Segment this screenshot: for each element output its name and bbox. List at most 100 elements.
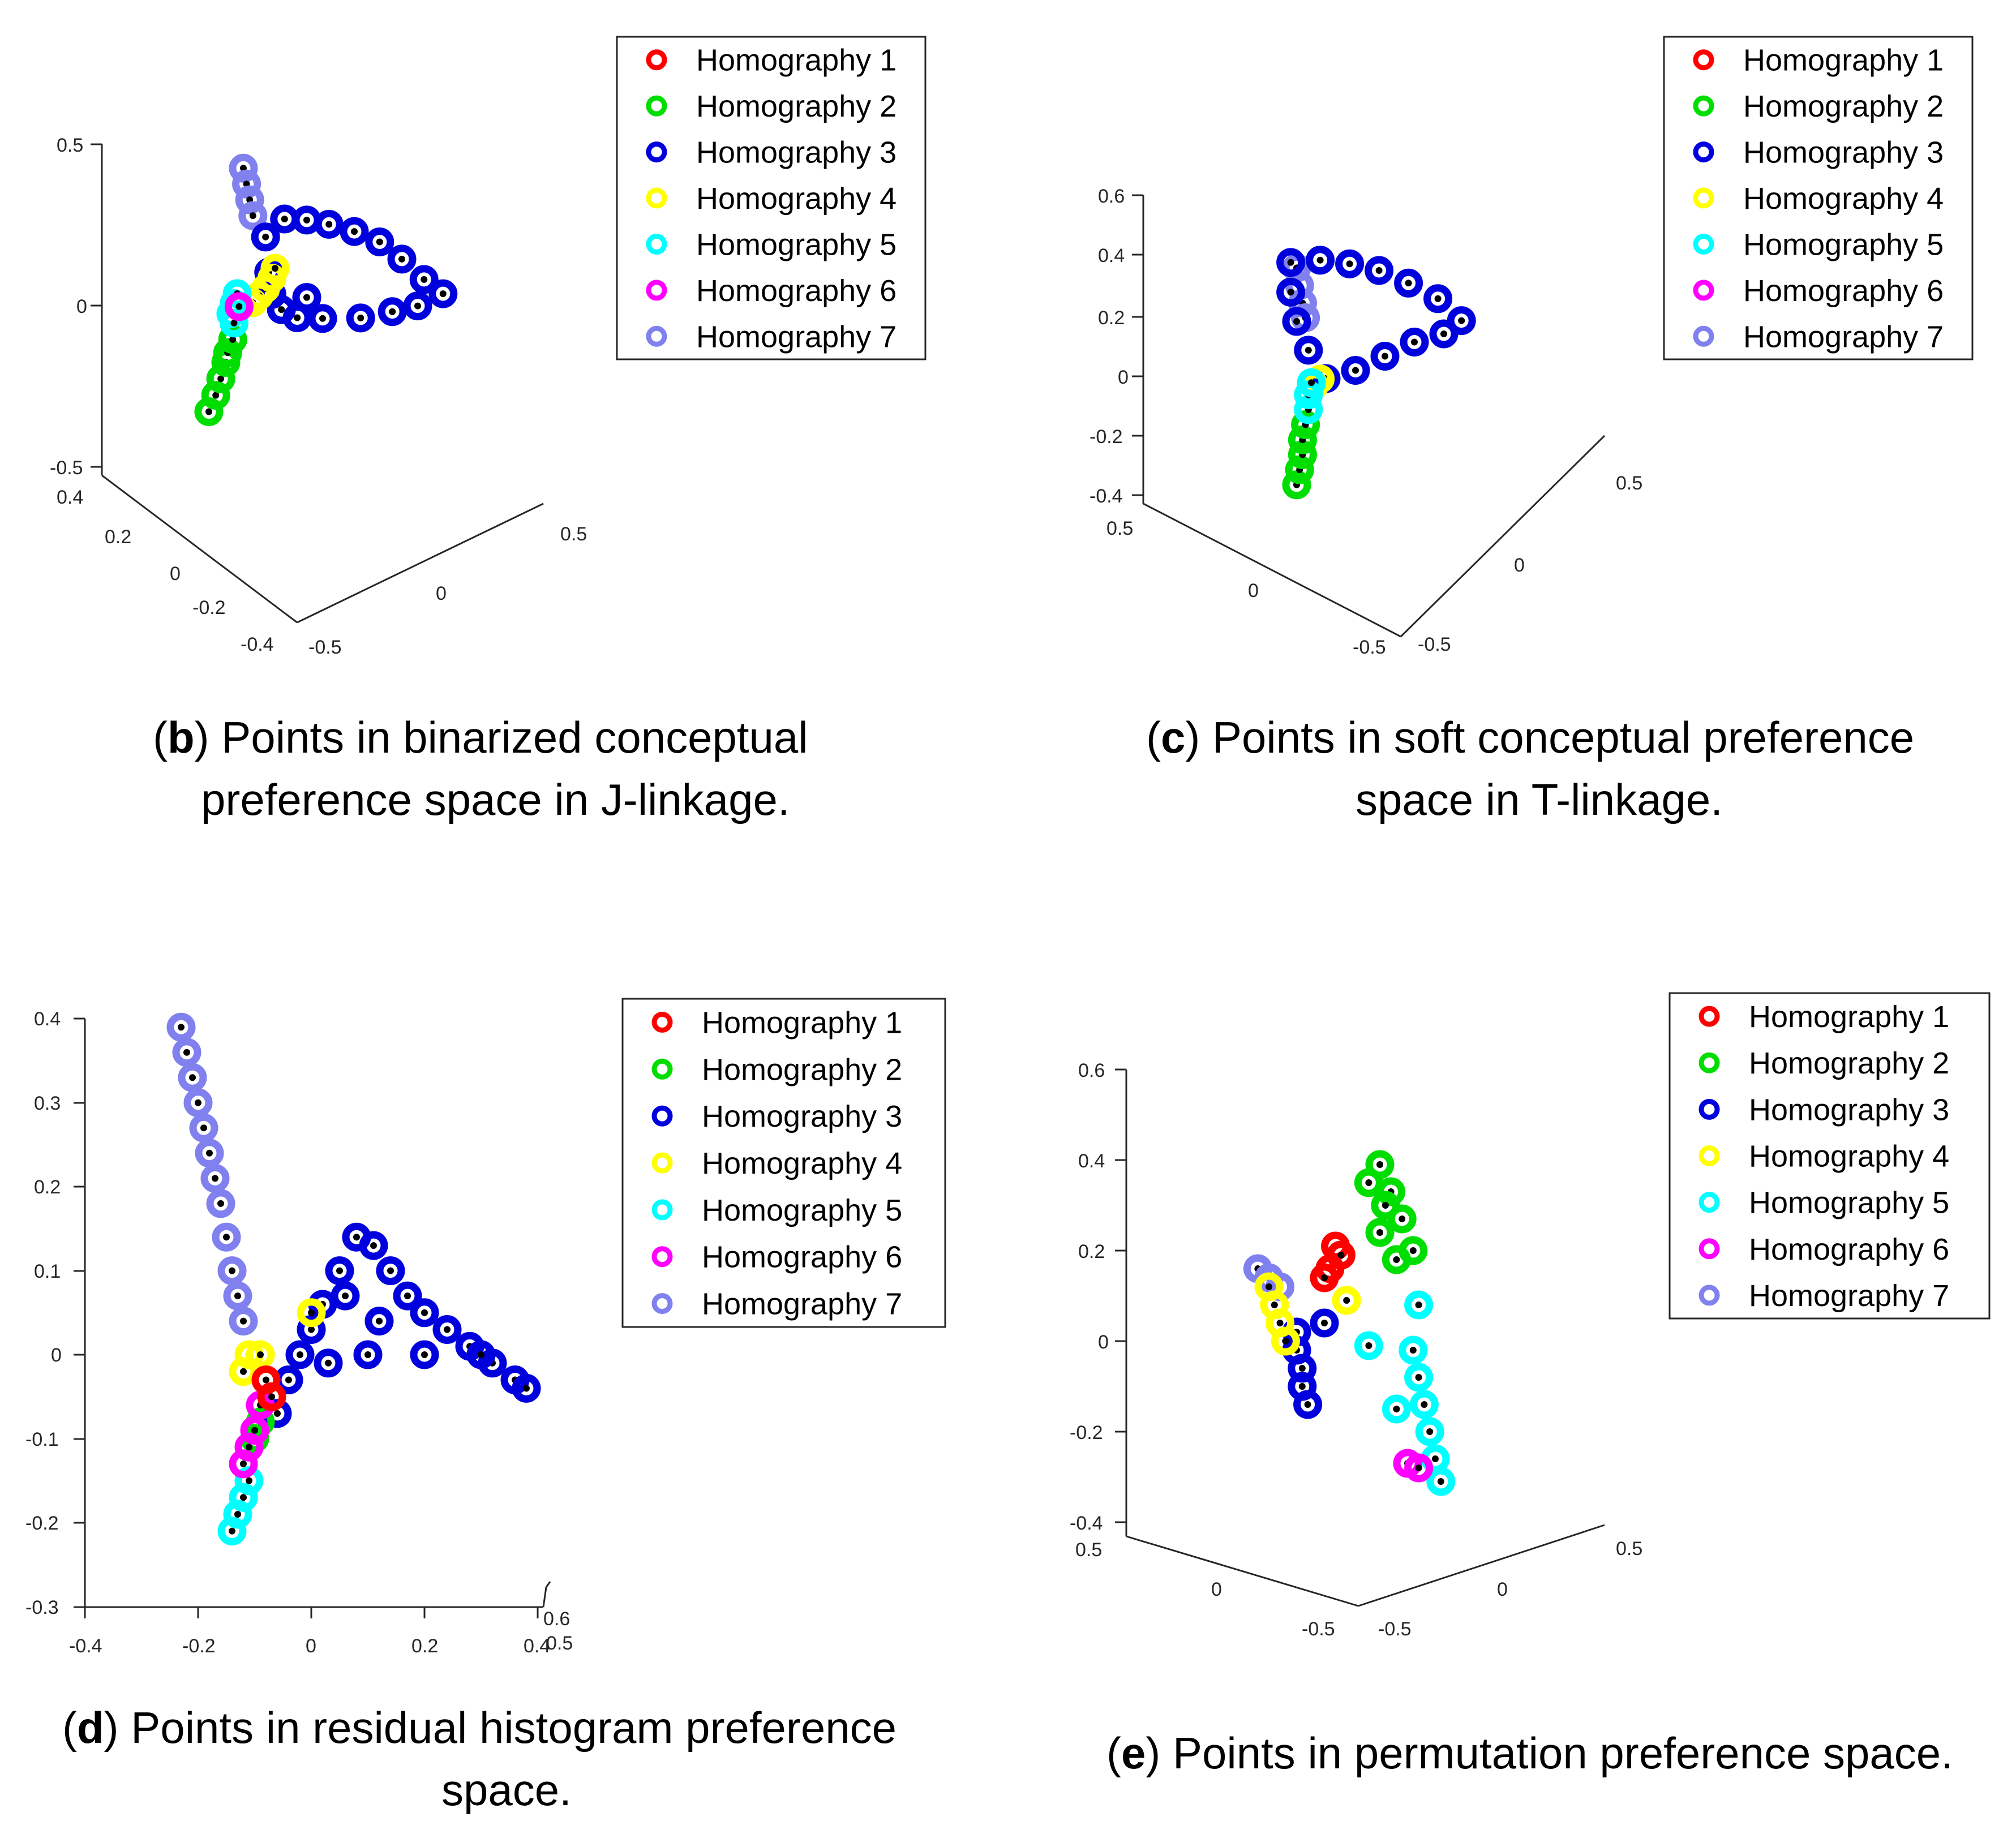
data-point-center-dot bbox=[1382, 1202, 1389, 1209]
panel-d-caption-text: ) Points in residual histogram preferenc… bbox=[104, 1703, 897, 1753]
panel-c-xtick-label: 0 bbox=[1514, 555, 1525, 576]
panel-e-ztick-label: 0 bbox=[1098, 1332, 1109, 1353]
panel-d-caption-line2: space. bbox=[441, 1765, 572, 1815]
panel-d-extra-tick-label: 0.5 bbox=[546, 1633, 573, 1654]
data-point-homography-4 bbox=[1271, 1326, 1300, 1356]
panel-e-plot-area bbox=[1243, 1150, 1456, 1496]
panel-c-ztick-label: -0.4 bbox=[1090, 486, 1123, 507]
panel-e-caption-text: ) Points in permutation preference space… bbox=[1146, 1728, 1953, 1778]
data-point-center-dot bbox=[1271, 1302, 1278, 1308]
panel-e: 0.6 0.4 0.2 0 -0.2 -0.4 0.5 0 -0.5 -0.5 … bbox=[1070, 992, 1991, 1778]
data-point-homography-7 bbox=[232, 169, 261, 199]
data-point-homography-7 bbox=[166, 1012, 196, 1042]
data-point-center-dot bbox=[303, 294, 310, 301]
data-point-center-dot bbox=[364, 1351, 371, 1358]
data-point-homography-6 bbox=[1404, 1453, 1434, 1483]
panel-c-ytick-label: 0 bbox=[1248, 580, 1259, 602]
legend-label: Homography 3 bbox=[1749, 1093, 1949, 1127]
panel-b-axes: 0.5 0 -0.5 0.4 0.2 0 -0.2 -0.4 -0.5 0 0.… bbox=[50, 135, 587, 658]
legend-marker bbox=[1698, 1098, 1720, 1120]
data-point-homography-5 bbox=[1297, 368, 1326, 397]
panel-d-caption-line1: (d) Points in residual histogram prefere… bbox=[62, 1703, 897, 1753]
panel-d-xtick-label: -0.2 bbox=[182, 1635, 216, 1657]
panel-c-caption-line1: (c) Points in soft conceptual preference bbox=[1146, 712, 1914, 762]
data-point-center-dot bbox=[217, 375, 225, 383]
data-point-homography-1 bbox=[257, 1382, 286, 1411]
data-point-center-dot bbox=[240, 1494, 247, 1501]
data-point-homography-3 bbox=[1294, 336, 1323, 365]
panel-c-ztick-label: 0.2 bbox=[1098, 307, 1125, 329]
panel-c-caption-text: ) Points in soft conceptual preference bbox=[1185, 712, 1914, 762]
data-point-homography-3 bbox=[1276, 248, 1306, 277]
data-point-homography-7 bbox=[223, 1281, 252, 1311]
data-point-homography-4 bbox=[260, 254, 290, 283]
data-point-center-dot bbox=[1376, 1229, 1383, 1236]
legend-label: Homography 7 bbox=[702, 1287, 902, 1321]
data-point-homography-4 bbox=[246, 1340, 275, 1369]
legend-box bbox=[1663, 36, 1974, 360]
panel-b-ztick-label: 0 bbox=[76, 296, 87, 317]
data-point-homography-5 bbox=[1409, 1390, 1439, 1419]
data-point-homography-5 bbox=[1294, 395, 1323, 424]
data-point-homography-2 bbox=[1365, 1218, 1395, 1247]
data-point-homography-7 bbox=[229, 153, 258, 183]
panel-c-caption-letter: c bbox=[1161, 712, 1185, 762]
data-point-center-dot bbox=[268, 1393, 275, 1401]
data-point-center-dot bbox=[234, 1511, 241, 1518]
data-point-center-dot bbox=[1458, 317, 1465, 324]
panel-c: 0.6 0.4 0.2 0 -0.2 -0.4 0.5 0 -0.5 -0.5 … bbox=[1090, 36, 1974, 824]
data-point-homography-7 bbox=[183, 1088, 213, 1118]
data-point-homography-2 bbox=[218, 325, 247, 354]
legend-label: Homography 6 bbox=[1749, 1232, 1949, 1266]
data-point-center-dot bbox=[398, 255, 405, 263]
data-point-center-dot bbox=[294, 314, 301, 321]
panel-b-ytick-label: -0.2 bbox=[192, 597, 226, 619]
data-point-homography-3 bbox=[409, 265, 439, 294]
panel-d-ytick-label: -0.3 bbox=[25, 1597, 59, 1618]
data-point-homography-3 bbox=[285, 1340, 315, 1369]
data-point-homography-3 bbox=[364, 1307, 394, 1336]
data-point-homography-3 bbox=[359, 1231, 388, 1260]
data-point-center-dot bbox=[1346, 260, 1353, 268]
data-point-center-dot bbox=[1399, 1215, 1406, 1222]
legend-marker bbox=[1698, 1006, 1720, 1027]
legend-marker bbox=[651, 1152, 673, 1174]
data-point-homography-3 bbox=[432, 1315, 462, 1344]
panel-b-caption-line1: (b) Points in binarized conceptual bbox=[153, 712, 808, 762]
data-point-center-dot bbox=[257, 1351, 264, 1358]
data-point-homography-2 bbox=[1282, 470, 1311, 500]
legend-label: Homography 6 bbox=[1743, 274, 1944, 308]
legend-marker bbox=[1693, 95, 1714, 117]
legend-marker bbox=[1698, 1145, 1720, 1166]
data-point-center-dot bbox=[1434, 295, 1442, 302]
panel-b-plot-area bbox=[194, 153, 458, 426]
data-point-center-dot bbox=[240, 1368, 247, 1375]
data-point-center-dot bbox=[274, 1410, 281, 1417]
legend-box bbox=[616, 36, 926, 360]
panel-e-ztick-label: 0.4 bbox=[1078, 1150, 1105, 1172]
data-point-center-dot bbox=[1421, 1401, 1428, 1408]
legend-marker bbox=[1693, 233, 1714, 255]
data-point-homography-3 bbox=[251, 222, 280, 252]
panel-b-ztick-label: 0.5 bbox=[57, 135, 83, 156]
data-point-homography-3 bbox=[1394, 268, 1423, 298]
panel-c-plot-area bbox=[1276, 246, 1476, 500]
data-point-center-dot bbox=[342, 1292, 349, 1300]
legend-marker bbox=[646, 141, 667, 163]
data-point-center-dot bbox=[229, 336, 237, 343]
data-point-homography-4 bbox=[1332, 1286, 1361, 1315]
legend-marker bbox=[651, 1011, 673, 1033]
legend-label: Homography 4 bbox=[702, 1146, 902, 1180]
panel-d-ytick-label: 0.1 bbox=[34, 1261, 61, 1282]
data-point-homography-4 bbox=[229, 1357, 258, 1386]
data-point-homography-5 bbox=[1426, 1467, 1456, 1496]
data-point-center-dot bbox=[1426, 1428, 1434, 1435]
data-point-center-dot bbox=[414, 302, 421, 310]
data-point-center-dot bbox=[205, 408, 212, 415]
data-point-homography-3 bbox=[410, 1340, 439, 1369]
legend-marker bbox=[1693, 141, 1714, 163]
data-point-center-dot bbox=[263, 1376, 269, 1384]
data-point-homography-3 bbox=[1282, 307, 1311, 336]
data-point-center-dot bbox=[303, 216, 310, 224]
data-point-center-dot bbox=[195, 1099, 201, 1106]
